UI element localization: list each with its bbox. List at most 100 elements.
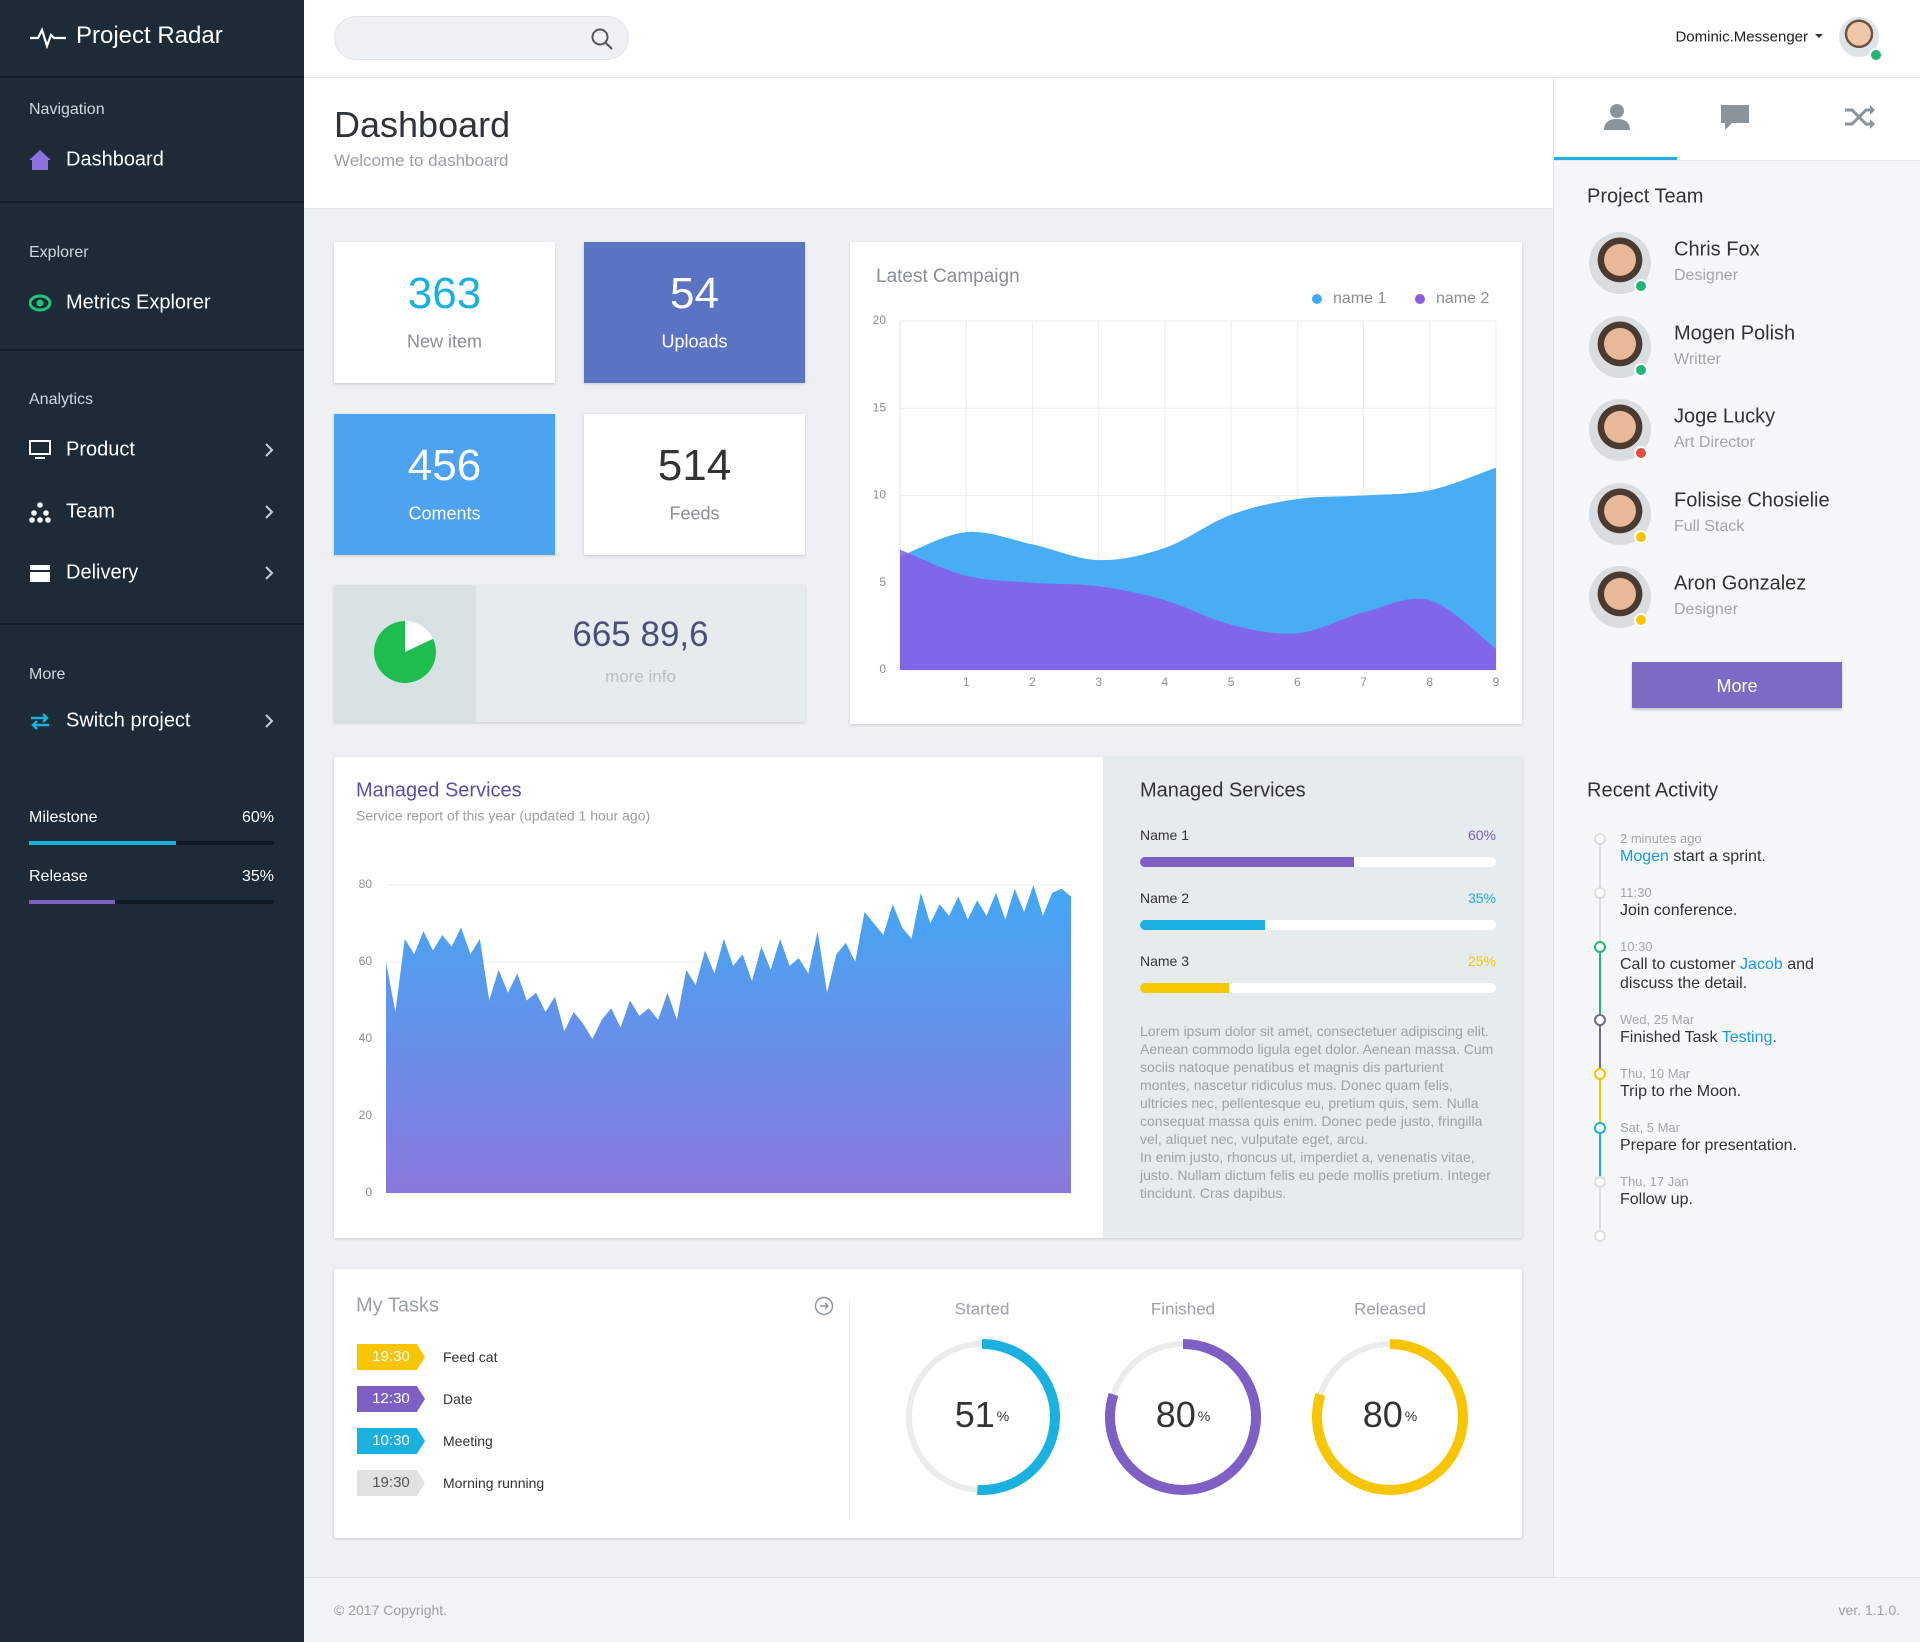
nav-icon [29,294,52,312]
stat-card: 54 Uploads [584,242,805,383]
x-tick-label: 5 [1228,675,1235,689]
activity-part: Testing [1721,1029,1773,1046]
more-button[interactable]: More [1632,662,1842,708]
nav-label: Dashboard [66,148,164,171]
activity-time: Sat, 5 Mar [1620,1120,1680,1135]
activity-text: Prepare for presentation. [1620,1136,1820,1155]
brand-icon [30,27,66,50]
progress-fill [29,900,115,904]
timeline-line [1599,952,1601,1014]
activity-time: Wed, 25 Mar [1620,1012,1695,1027]
timeline-dot [1594,887,1606,899]
timeline-dot [1594,1068,1606,1080]
activity-text: Join conference. [1620,901,1820,920]
gauge-title: Released [1354,1299,1426,1318]
tab-shuffle[interactable] [1844,104,1876,130]
services-chart: Managed Services Service report of this y… [356,779,1071,1199]
activity-text: Trip to rhe Moon. [1620,1082,1820,1101]
tasks-title: My Tasks [356,1294,439,1317]
stat-card: 456 Coments [334,414,555,555]
progress-name: Release [29,868,88,885]
x-tick-label: 3 [1095,675,1102,689]
tab-profile[interactable] [1602,102,1632,132]
activity-part: Follow up. [1620,1191,1693,1208]
nav-item[interactable]: Product [0,428,304,472]
timeline-line [1599,1133,1601,1176]
copyright: © 2017 Copyright. [334,1602,448,1618]
member-name: Chris Fox [1674,238,1760,261]
chevron [265,714,274,728]
member-role: Art Director [1674,434,1755,451]
activity-part: . [1772,1029,1777,1046]
tasks-icon [814,1296,834,1316]
timeline-line [1599,1187,1601,1230]
gauge-title: Started [955,1299,1010,1318]
status-dot [1634,613,1648,627]
activity-item: Sat, 5 Mar Prepare for presentation. [1587,1119,1907,1176]
nav-item[interactable]: Switch project [0,699,304,743]
icon-shape [31,510,37,516]
page-title: Dashboard [334,104,511,145]
divider [849,1299,850,1519]
progress-name: Milestone [29,809,98,826]
icon-shape [814,1296,834,1316]
icon-shape [37,517,43,523]
chart-subtitle: Service report of this year (updated 1 h… [356,808,650,824]
sidebar: Project Radar Navigation Dashboard Explore… [0,0,304,1642]
info-value: 665 89,6 [572,615,709,654]
icon-shape [35,457,45,459]
gauge-label: 80% [1363,1394,1418,1435]
campaign-card: Latest Campaign name 1 name 2 0 5 10 15 20 1 2 3 4 5… [850,242,1522,724]
icon-shape [29,150,51,170]
divider [0,201,304,203]
timeline-dot [1594,1230,1606,1242]
member-name: Mogen Polish [1674,322,1796,344]
chart-title: Latest Campaign [876,266,1020,287]
status-dot [1634,446,1648,460]
topbar: Dominic.Messenger [304,0,1920,78]
nav-item[interactable]: Team [0,490,304,534]
icon-shape [45,517,51,523]
nav-item[interactable]: Delivery [0,551,304,595]
search-box[interactable] [334,16,629,60]
task-name: Feed cat [443,1349,498,1365]
activity-item: 2 minutes ago Mogen start a sprint. [1587,830,1907,887]
user-name[interactable]: Dominic.Messenger [1675,28,1808,46]
stat-card: 363 New item [334,242,555,383]
stat-value: 514 [657,441,732,490]
divider [0,349,304,351]
gauge-value: 80 [1363,1394,1403,1435]
chevron [265,443,274,457]
brand[interactable]: Project Radar [76,22,223,49]
nav-label: Switch project [66,709,191,732]
nav-label: Product [66,438,135,461]
activity-item: Thu, 10 Mar Trip to rhe Moon. [1587,1065,1907,1122]
icon-shape [29,294,52,312]
summary-title: Managed Services [1140,779,1306,802]
nav-icon [31,713,49,730]
area [900,549,1496,670]
activity-time: 2 minutes ago [1620,831,1702,846]
status-dot [1634,362,1648,377]
timeline-dot [1594,833,1606,845]
task-badge: 12:30 [357,1386,425,1412]
nav-item[interactable]: Metrics Explorer [0,281,304,325]
nav-label: Delivery [66,561,139,584]
section-title: More [29,666,66,683]
timeline-dot [1594,1014,1606,1026]
icon-shape [30,565,50,582]
x-tick-label: 7 [1360,675,1367,689]
activity-part: Prepare for presentation. [1620,1137,1797,1154]
tasks-card: My Tasks 19:30 Feed cat 12:30 Date 10:30 Meeti… [334,1269,1522,1538]
nav-item[interactable]: Dashboard [0,138,304,182]
gauge-unit: % [997,1408,1009,1424]
member-name: Joge Lucky [1674,405,1776,428]
tab-chat[interactable] [1720,104,1750,132]
y-tick-label: 80 [359,877,373,891]
legend-label: name 2 [1436,290,1489,307]
icon-shape [29,517,35,523]
gauge-unit: % [1198,1408,1210,1424]
member-role: Full Stack [1674,517,1745,535]
info-label: more info [605,667,676,686]
timeline-dot [1594,1176,1606,1188]
